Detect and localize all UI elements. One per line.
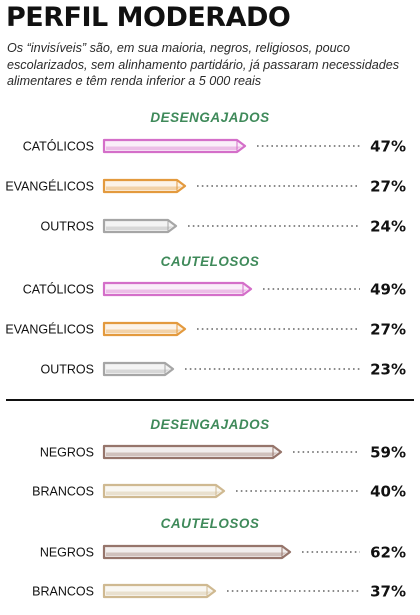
value-label: 23% [370,361,406,379]
category-label: NEGROS [40,446,94,460]
bar-shade [106,146,242,150]
value-label: 47% [370,138,406,156]
bar-shade [106,552,287,556]
section-heading: CAUTELOSOS [161,254,260,269]
category-label: EVANGÉLICOS [5,179,94,194]
section-heading: DESENGAJADOS [150,417,269,432]
chart-subtitle: Os “invisíveis” são, em sua maioria, neg… [7,41,400,88]
chart-title: PERFIL MODERADO [6,2,291,33]
bar [102,138,247,154]
bar [102,321,187,337]
bar [102,178,187,194]
bar [102,361,175,377]
bar [102,281,253,297]
category-label: CATÓLICOS [23,282,94,297]
value-label: 40% [370,483,406,501]
bar-shade [106,329,182,333]
bar-shade [106,591,212,595]
bar-shade [106,289,248,293]
category-label: EVANGÉLICOS [5,322,94,337]
category-label: OUTROS [41,220,94,234]
value-label: 62% [370,544,406,562]
value-label: 59% [370,444,406,462]
bar-shade [106,491,221,495]
bar-shade [106,226,173,230]
category-label: NEGROS [40,546,94,560]
bar [102,218,178,234]
bar-shade [106,369,170,373]
value-label: 27% [370,321,406,339]
bar [102,583,217,599]
category-label: OUTROS [41,363,94,377]
value-label: 37% [370,583,406,601]
category-label: BRANCOS [32,585,94,599]
bar [102,483,226,499]
value-label: 24% [370,218,406,236]
bar [102,444,283,460]
category-label: CATÓLICOS [23,139,94,154]
value-label: 27% [370,178,406,196]
section-heading: CAUTELOSOS [161,516,260,531]
bar-shade [106,186,182,190]
category-label: BRANCOS [32,485,94,499]
bar [102,544,292,560]
value-label: 49% [370,281,406,299]
bar-shade [106,452,278,456]
section-heading: DESENGAJADOS [150,110,269,125]
